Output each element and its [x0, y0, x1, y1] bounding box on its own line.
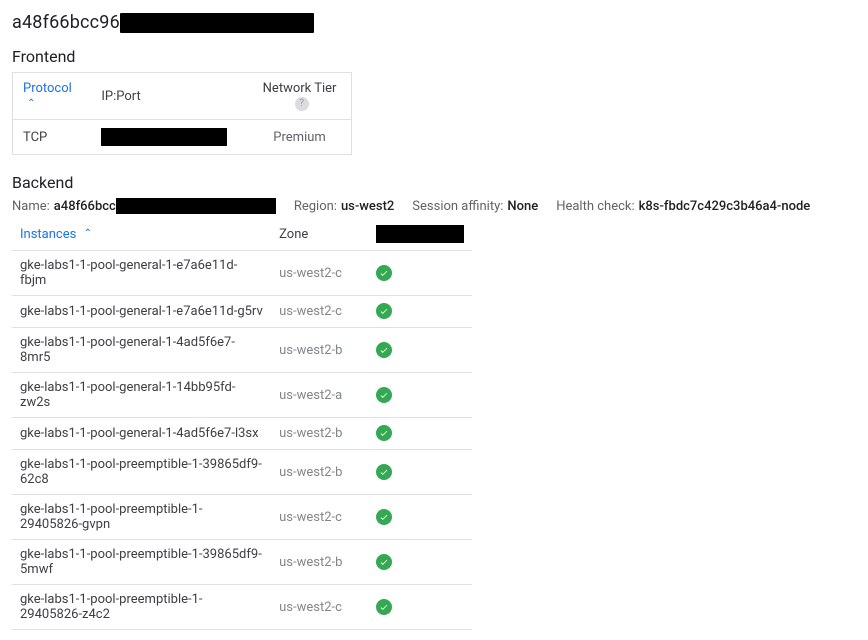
status-ok-icon	[376, 342, 392, 358]
backend-region-value: us-west2	[341, 199, 394, 214]
instance-zone-cell: us-west2-b	[271, 418, 368, 450]
status-ok-icon	[376, 554, 392, 570]
table-row: gke-labs1-1-pool-general-1-e7a6e11d-g5rv…	[12, 296, 472, 328]
status-ok-icon	[376, 265, 392, 281]
table-row: gke-labs1-1-pool-preemptible-1-29405826-…	[12, 585, 472, 630]
instance-status-cell	[368, 296, 472, 328]
status-ok-icon	[376, 387, 392, 403]
instance-zone-cell: us-west2-b	[271, 328, 368, 373]
frontend-protocol-cell: TCP	[13, 120, 92, 155]
instance-name-cell[interactable]: gke-labs1-1-pool-general-1-e7a6e11d-g5rv	[12, 296, 271, 328]
backend-health-check: Health check: k8s-fbdc7c429c3b46a4-node	[556, 199, 810, 214]
frontend-ipport-cell	[91, 120, 248, 155]
instance-zone-cell: us-west2-b	[271, 450, 368, 495]
table-row: gke-labs1-1-pool-general-1-4ad5f6e7-l3sx…	[12, 418, 472, 450]
backend-name-prefix: a48f66bcc	[54, 199, 116, 214]
redacted-backend-name	[116, 198, 276, 214]
backend-health-check-label: Health check:	[556, 199, 634, 214]
table-row: gke-labs1-1-pool-preemptible-1-39865df9-…	[12, 450, 472, 495]
instances-col-instances[interactable]: Instances ⌃	[12, 218, 271, 251]
frontend-row: TCP Premium	[13, 120, 352, 155]
page-title: a48f66bcc96	[12, 12, 856, 33]
instance-zone-cell: us-west2-c	[271, 495, 368, 540]
backend-region-label: Region:	[294, 199, 337, 214]
instance-status-cell	[368, 450, 472, 495]
instance-zone-cell: us-west2-c	[271, 296, 368, 328]
instance-zone-cell: us-west2-b	[271, 540, 368, 585]
redacted-ipport	[101, 128, 227, 146]
instance-status-cell	[368, 585, 472, 630]
status-ok-icon	[376, 303, 392, 319]
frontend-table: Protocol ⌃ IP:Port Network Tier ? TCP Pr…	[12, 72, 352, 155]
backend-session-affinity: Session affinity: None	[412, 199, 538, 214]
instance-name-cell[interactable]: gke-labs1-1-pool-preemptible-1-29405826-…	[12, 495, 271, 540]
instance-name-cell[interactable]: gke-labs1-1-pool-general-1-14bb95fd-zw2s	[12, 373, 271, 418]
instance-zone-cell: us-west2-c	[271, 585, 368, 630]
instance-status-cell	[368, 418, 472, 450]
table-row: gke-labs1-1-pool-general-1-e7a6e11d-fbjm…	[12, 251, 472, 296]
frontend-col-protocol-label[interactable]: Protocol	[23, 81, 72, 96]
frontend-col-ipport[interactable]: IP:Port	[91, 73, 248, 120]
table-row: gke-labs1-1-pool-preemptible-1-39865df9-…	[12, 540, 472, 585]
table-row: gke-labs1-1-pool-preemptible-1-29405826-…	[12, 495, 472, 540]
status-ok-icon	[376, 599, 392, 615]
backend-heading: Backend	[12, 173, 856, 192]
instance-name-cell[interactable]: gke-labs1-1-pool-preemptible-1-29405826-…	[12, 585, 271, 630]
page-title-text: a48f66bcc96	[12, 12, 120, 33]
redacted-title-segment	[120, 13, 314, 33]
help-icon[interactable]: ?	[295, 97, 309, 111]
frontend-col-network-tier-label: Network Tier	[263, 81, 337, 96]
status-ok-icon	[376, 464, 392, 480]
instance-name-cell[interactable]: gke-labs1-1-pool-preemptible-1-39865df9-…	[12, 540, 271, 585]
instances-col-zone[interactable]: Zone	[271, 218, 368, 251]
instance-name-cell[interactable]: gke-labs1-1-pool-preemptible-1-39865df9-…	[12, 450, 271, 495]
instances-col-status[interactable]	[368, 218, 472, 251]
backend-session-affinity-label: Session affinity:	[412, 199, 503, 214]
status-ok-icon	[376, 509, 392, 525]
frontend-heading: Frontend	[12, 47, 856, 66]
backend-session-affinity-value: None	[507, 199, 538, 214]
frontend-col-network-tier[interactable]: Network Tier ?	[248, 73, 351, 120]
instance-status-cell	[368, 328, 472, 373]
instance-status-cell	[368, 495, 472, 540]
instance-name-cell[interactable]: gke-labs1-1-pool-general-1-4ad5f6e7-l3sx	[12, 418, 271, 450]
instance-status-cell	[368, 251, 472, 296]
instances-table: Instances ⌃ Zone gke-labs1-1-pool-genera…	[12, 218, 472, 630]
instance-status-cell	[368, 373, 472, 418]
instance-zone-cell: us-west2-c	[271, 251, 368, 296]
backend-region: Region: us-west2	[294, 199, 394, 214]
instances-col-instances-label[interactable]: Instances	[20, 227, 76, 242]
backend-name-label: Name:	[12, 199, 50, 214]
instance-name-cell[interactable]: gke-labs1-1-pool-general-1-4ad5f6e7-8mr5	[12, 328, 271, 373]
status-ok-icon	[376, 425, 392, 441]
instance-status-cell	[368, 540, 472, 585]
backend-health-check-value: k8s-fbdc7c429c3b46a4-node	[639, 199, 811, 214]
backend-meta: Name: a48f66bcc Region: us-west2 Session…	[12, 198, 856, 214]
redacted-status-header	[376, 225, 464, 243]
table-row: gke-labs1-1-pool-general-1-4ad5f6e7-8mr5…	[12, 328, 472, 373]
instance-name-cell[interactable]: gke-labs1-1-pool-general-1-e7a6e11d-fbjm	[12, 251, 271, 296]
table-row: gke-labs1-1-pool-general-1-14bb95fd-zw2s…	[12, 373, 472, 418]
frontend-network-tier-cell: Premium	[248, 120, 351, 155]
backend-name: Name: a48f66bcc	[12, 198, 276, 214]
frontend-col-protocol[interactable]: Protocol ⌃	[13, 73, 92, 120]
instance-zone-cell: us-west2-a	[271, 373, 368, 418]
